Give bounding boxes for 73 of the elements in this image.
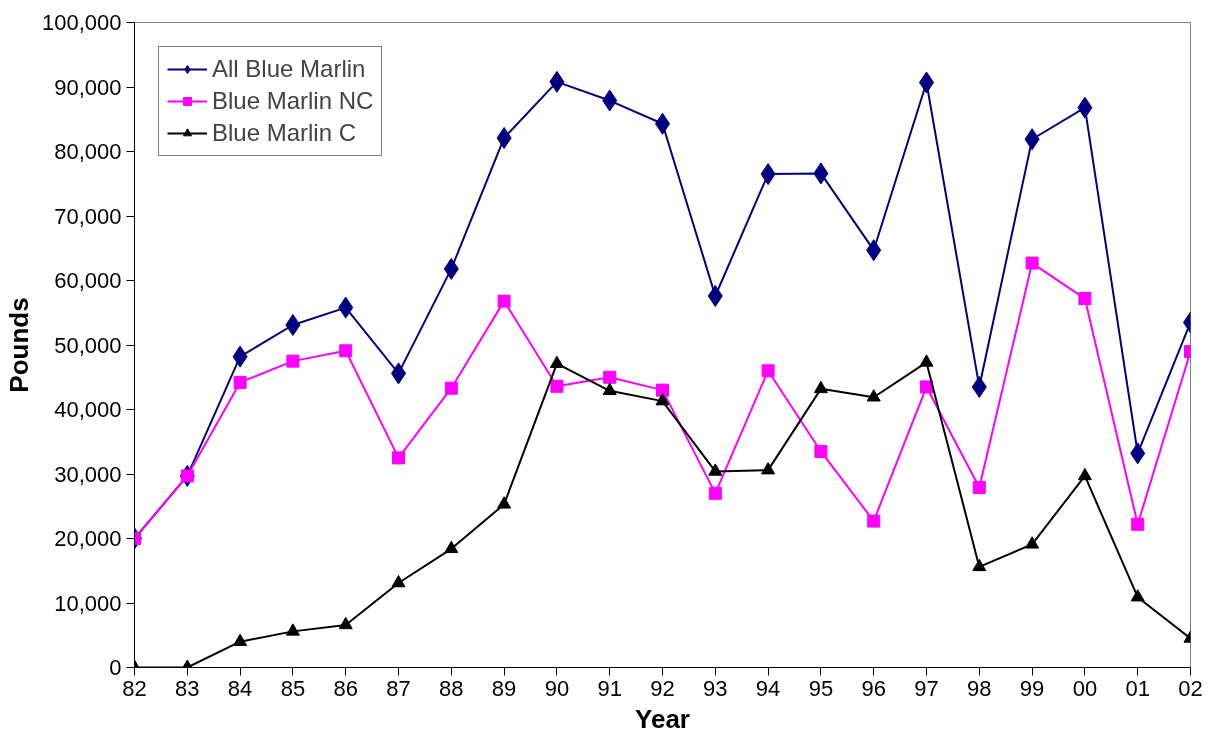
y-tick-label: 90,000 bbox=[54, 74, 122, 100]
y-tick-label: 30,000 bbox=[54, 461, 122, 487]
x-tick-label: 86 bbox=[333, 675, 358, 701]
y-tick-label: 80,000 bbox=[54, 139, 122, 164]
y-tick-label: 20,000 bbox=[54, 526, 122, 551]
x-axis-title: Year bbox=[635, 703, 690, 734]
point bbox=[1130, 589, 1145, 602]
point bbox=[603, 370, 617, 384]
point bbox=[550, 379, 564, 393]
point bbox=[1025, 536, 1040, 549]
point bbox=[920, 380, 933, 394]
point bbox=[1077, 467, 1092, 481]
point bbox=[866, 389, 881, 402]
point bbox=[549, 355, 564, 368]
point bbox=[233, 633, 248, 646]
point bbox=[602, 382, 617, 396]
x-tick-label: 90 bbox=[544, 675, 570, 701]
point bbox=[761, 364, 775, 378]
y-tick-label: 70,000 bbox=[54, 203, 122, 229]
point bbox=[656, 383, 669, 397]
point bbox=[972, 481, 986, 495]
x-tick-label: 84 bbox=[227, 675, 253, 701]
y-tick-label: 60,000 bbox=[54, 268, 122, 293]
x-tick-label: 91 bbox=[597, 675, 622, 701]
x-tick-label: 00 bbox=[1072, 675, 1098, 701]
point bbox=[708, 486, 722, 500]
point bbox=[286, 354, 300, 368]
y-tick-label: 40,000 bbox=[54, 397, 122, 422]
point bbox=[708, 463, 723, 476]
point bbox=[285, 623, 300, 636]
legend-label: All Blue Marlin bbox=[212, 55, 366, 83]
x-tick-label: 88 bbox=[439, 675, 464, 701]
y-tick-label: 0 bbox=[109, 655, 122, 680]
x-tick-label: 95 bbox=[808, 675, 834, 701]
x-tick-label: 93 bbox=[703, 675, 728, 701]
x-tick-label: 97 bbox=[914, 675, 939, 701]
legend-label: Blue Marlin C bbox=[212, 119, 357, 147]
y-tick-label: 100,000 bbox=[41, 10, 122, 35]
point bbox=[1131, 517, 1145, 531]
x-tick-label: 83 bbox=[175, 675, 200, 701]
point bbox=[497, 496, 512, 509]
point bbox=[338, 616, 353, 630]
y-tick-label: 10,000 bbox=[54, 590, 122, 616]
x-tick-label: 01 bbox=[1125, 675, 1150, 701]
x-tick-label: 96 bbox=[861, 675, 886, 701]
point bbox=[655, 393, 670, 406]
point bbox=[444, 381, 458, 395]
x-tick-label: 92 bbox=[650, 675, 675, 701]
x-tick-label: 89 bbox=[491, 675, 517, 701]
legend-label: Blue Marlin NC bbox=[212, 87, 374, 115]
y-axis-title: Pounds bbox=[3, 297, 34, 393]
x-tick-label: 94 bbox=[755, 675, 781, 701]
point bbox=[339, 344, 353, 358]
point bbox=[761, 462, 776, 475]
x-tick-label: 87 bbox=[386, 675, 411, 701]
x-tick-label: 98 bbox=[967, 675, 992, 701]
point bbox=[813, 380, 828, 394]
point bbox=[1025, 256, 1039, 270]
point bbox=[814, 444, 828, 458]
y-tick-label: 50,000 bbox=[54, 332, 122, 358]
point bbox=[919, 354, 934, 367]
x-tick-label: 85 bbox=[280, 675, 306, 701]
x-tick-label: 82 bbox=[122, 675, 147, 701]
point bbox=[1078, 292, 1092, 306]
point bbox=[391, 575, 406, 588]
point bbox=[392, 451, 405, 465]
point bbox=[972, 558, 987, 572]
point bbox=[444, 540, 459, 554]
point bbox=[867, 514, 881, 528]
point bbox=[233, 375, 247, 389]
point bbox=[497, 294, 511, 308]
x-tick-label: 02 bbox=[1178, 675, 1203, 701]
x-tick-label: 99 bbox=[1019, 675, 1045, 701]
